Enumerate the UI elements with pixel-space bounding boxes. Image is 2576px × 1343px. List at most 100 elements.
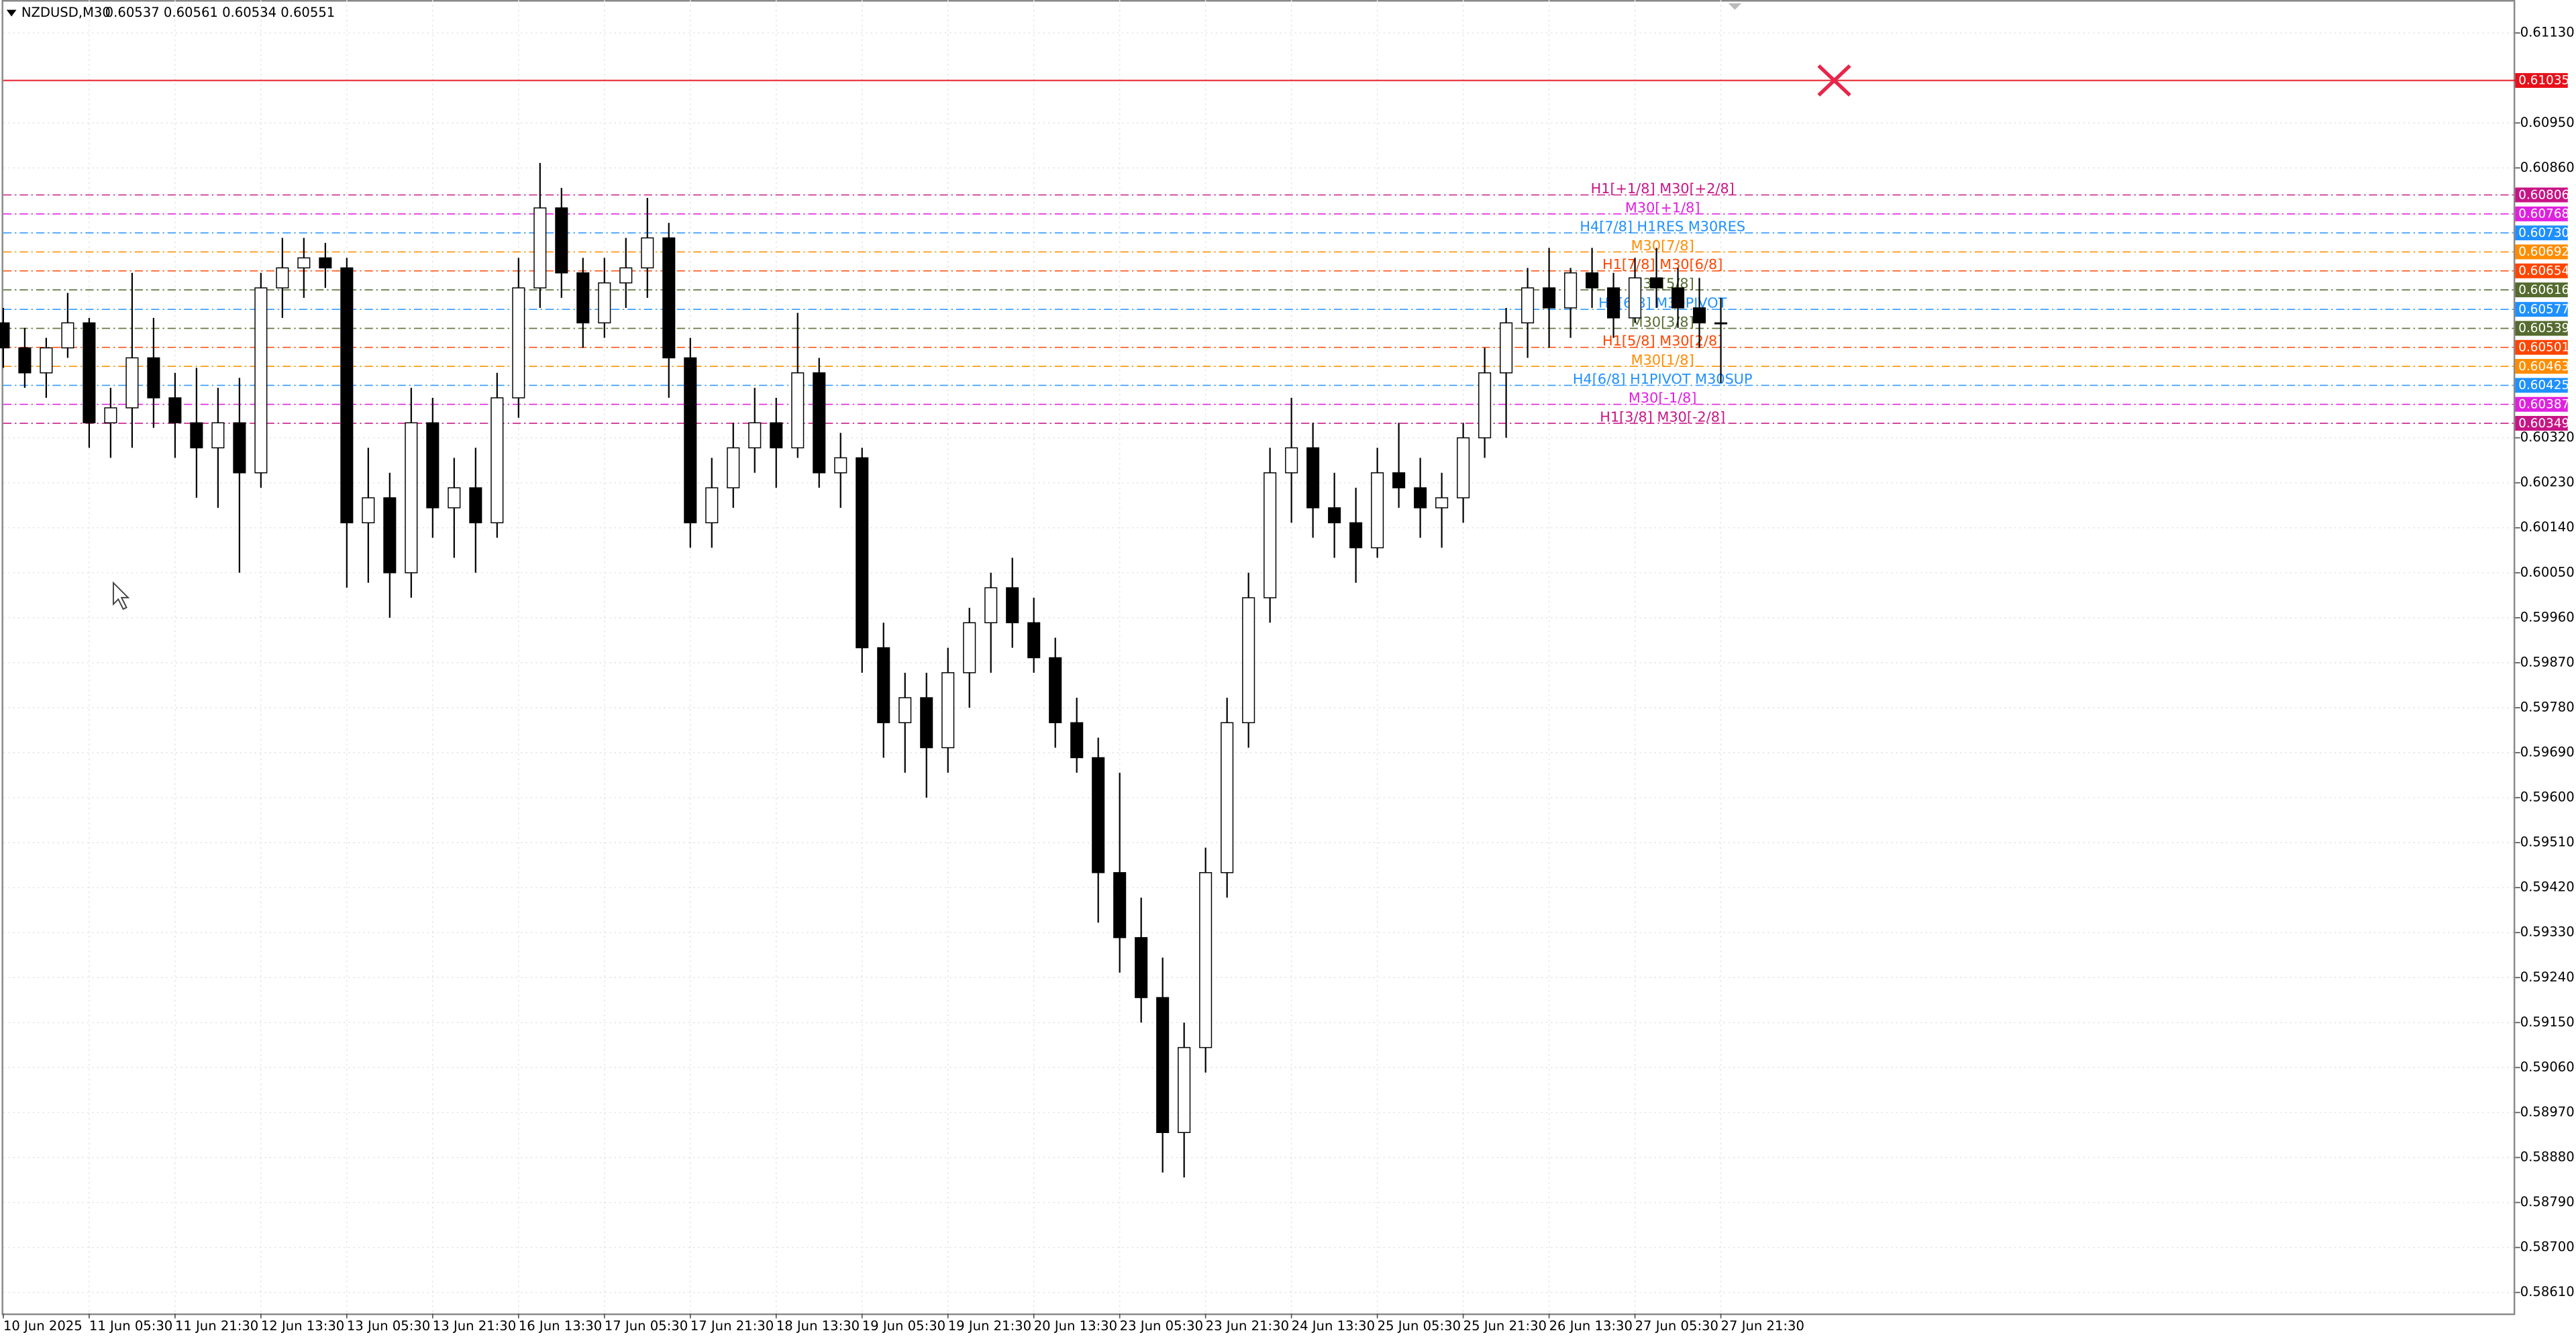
x-tick-label: 25 Jun 21:30: [1463, 1318, 1547, 1334]
candle-body: [898, 697, 912, 724]
candle-body: [791, 372, 805, 449]
price-tag-label: 0.60577: [2518, 303, 2569, 317]
y-tick-label: 0.60320: [2520, 429, 2575, 445]
price-tag: [2515, 206, 2568, 221]
y-tick-label: 0.58610: [2520, 1284, 2575, 1299]
menu-triangle[interactable]: [6, 9, 17, 17]
x-tick-label: 17 Jun 21:30: [690, 1318, 774, 1334]
x-tick-label: 16 Jun 13:30: [519, 1318, 602, 1334]
price-tag: [2515, 244, 2568, 260]
y-tick-label: 0.60050: [2520, 564, 2575, 580]
x-tick-label: 13 Jun 05:30: [347, 1318, 430, 1334]
price-tag: [2515, 225, 2568, 241]
x-tick-label: 27 Jun 21:30: [1721, 1318, 1804, 1334]
candle-body: [555, 207, 568, 274]
level-label: H4[7/8] H1RES M30RES: [1580, 219, 1745, 235]
candle-body: [1543, 287, 1556, 309]
y-tick-label: 0.59240: [2520, 969, 2575, 985]
y-tick-label: 0.61130: [2520, 25, 2575, 40]
price-tag: [2515, 263, 2568, 278]
candle-body: [877, 647, 890, 724]
candle-body: [641, 237, 654, 269]
candle-body: [1349, 522, 1363, 549]
x-tick-label: 23 Jun 05:30: [1120, 1318, 1203, 1334]
candle-body: [619, 267, 633, 284]
candle-body: [1135, 936, 1148, 998]
y-tick-label: 0.59780: [2520, 699, 2575, 714]
candle-body: [190, 422, 203, 449]
candle-body: [512, 287, 525, 398]
candle-body: [104, 407, 117, 424]
x-tick-label: 17 Jun 05:30: [605, 1318, 688, 1334]
price-tag: [2515, 72, 2568, 88]
candle-body: [1414, 487, 1427, 508]
level-label: H1[3/8] M30[-2/8]: [1600, 409, 1725, 425]
candle-body: [1671, 287, 1685, 309]
price-tag-label: 0.60654: [2518, 264, 2569, 278]
x-tick-label: 20 Jun 13:30: [1034, 1318, 1117, 1334]
price-tag-label: 0.60768: [2518, 207, 2569, 221]
candle-body: [125, 357, 139, 409]
x-tick-label: 11 Jun 05:30: [89, 1318, 172, 1334]
candle-body: [684, 357, 697, 524]
candle-body: [211, 422, 225, 449]
candle-body: [168, 397, 182, 424]
candle-body: [1199, 872, 1213, 1049]
candle-body: [533, 207, 547, 288]
candle-body: [727, 447, 740, 488]
candle-body: [383, 497, 397, 574]
candle-body: [813, 372, 826, 474]
candle-body: [1521, 287, 1535, 324]
candle-body: [1371, 472, 1384, 549]
candle-body: [856, 457, 869, 649]
price-tag-label: 0.60387: [2518, 397, 2569, 411]
price-tag: [2515, 302, 2568, 317]
candle-body: [405, 422, 418, 574]
price-tag: [2515, 339, 2568, 355]
candle-body: [469, 487, 482, 524]
candle-body: [83, 322, 96, 424]
candles: [0, 162, 1728, 1178]
price-tag-label: 0.60539: [2518, 321, 2569, 335]
candle-body: [1049, 657, 1062, 724]
x-tick-label: 10 Jun 2025: [3, 1318, 83, 1334]
candle-body: [0, 322, 10, 349]
candle-body: [1027, 622, 1041, 659]
price-tag-label: 0.60806: [2518, 188, 2569, 202]
candle-body: [705, 487, 719, 524]
price-tag-label: 0.60463: [2518, 360, 2569, 374]
y-tick-label: 0.58880: [2520, 1149, 2575, 1165]
candle-body: [576, 272, 590, 324]
candle-body: [1693, 307, 1706, 324]
candle-body: [1156, 997, 1170, 1133]
price-tag-label: 0.60692: [2518, 245, 2569, 259]
price-tag: [2515, 359, 2568, 374]
candle-body: [941, 672, 955, 749]
level-label: M30[7/8]: [1631, 237, 1694, 254]
plot-frame: [1, 0, 2516, 1315]
quote: 0.60537 0.60561 0.60534 0.60551: [105, 5, 336, 20]
level-label: H1[5/8] M30[2/8]: [1602, 333, 1722, 349]
candle-body: [1006, 587, 1019, 624]
shift-marker: [1728, 3, 1742, 10]
y-tick-label: 0.60950: [2520, 115, 2575, 130]
candle-body: [1650, 277, 1663, 288]
close-x-icon[interactable]: [1817, 64, 1851, 97]
y-tick-label: 0.59690: [2520, 745, 2575, 760]
candle-body: [1457, 437, 1470, 498]
candle-body: [1070, 722, 1084, 759]
candle-body: [1564, 272, 1578, 309]
y-tick-label: 0.60860: [2520, 160, 2575, 175]
symbol: NZDUSD,M30: [21, 5, 111, 20]
candle-body: [770, 422, 783, 449]
candle-body: [1586, 272, 1599, 288]
candle-body: [963, 622, 976, 674]
candle-body: [1306, 447, 1320, 508]
candle-body: [254, 287, 268, 474]
y-tick-label: 0.60140: [2520, 519, 2575, 535]
candle-body: [920, 697, 933, 749]
grid: [3, 0, 2516, 1313]
